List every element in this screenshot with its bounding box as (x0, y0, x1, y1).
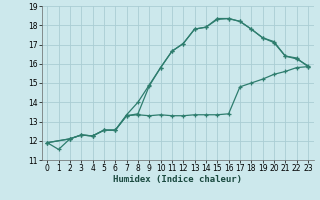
X-axis label: Humidex (Indice chaleur): Humidex (Indice chaleur) (113, 175, 242, 184)
